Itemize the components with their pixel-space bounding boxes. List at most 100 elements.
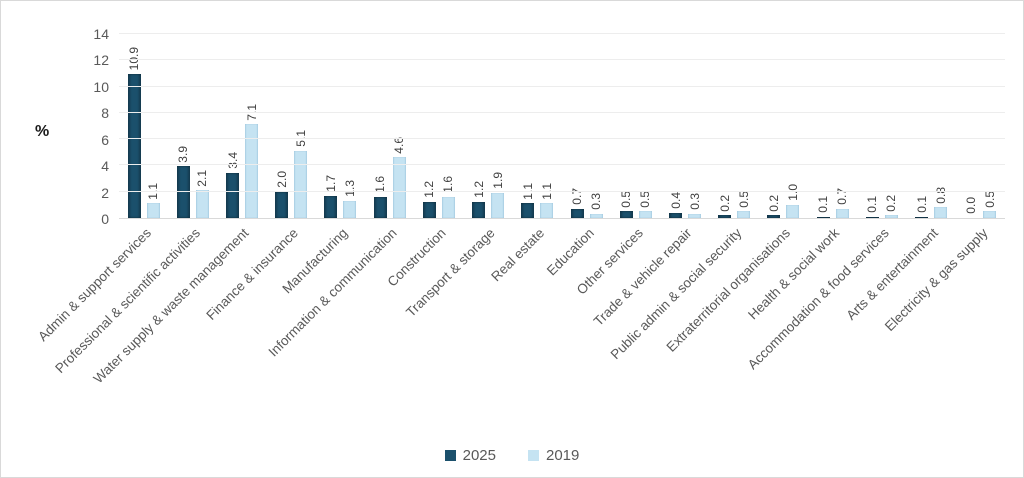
bar-pair: 0.0 0.5	[956, 34, 1005, 218]
category-column: 10.91.1Admin & support services	[35, 34, 168, 345]
y-tick-label: 10	[93, 78, 109, 95]
bar-pair: 1.7 1.3	[316, 34, 365, 218]
bar-pair: 1.1 1.1	[513, 34, 562, 218]
bar-2025	[816, 216, 830, 218]
gridline	[119, 190, 1005, 192]
bar-group-2019: 1.1	[540, 183, 554, 218]
bar-group-2019: 0.3	[589, 193, 603, 218]
category-label: Electricity & gas supply	[881, 225, 991, 335]
bar-group-2025: 0.0	[963, 197, 978, 218]
category-label: Education	[543, 225, 597, 279]
bar-group-2019: 1.3	[342, 180, 357, 218]
bar-2019	[786, 204, 800, 218]
bar-pair: 0.7 0.3	[562, 34, 611, 218]
bar-group-2019: 0.2	[884, 194, 899, 218]
category-column: 0.4 0.3 Trade & vehicle repair	[591, 34, 709, 329]
bar-value-label: 0.2	[766, 194, 781, 212]
bar-2025	[275, 191, 289, 218]
category-column: 3.47.1Water supply & waste management	[91, 34, 266, 387]
bar-value-label: 10.9	[127, 46, 142, 70]
legend: 2025 2019	[1, 447, 1023, 464]
y-tick-label: 4	[101, 158, 109, 175]
bar-group-2025: 0.5	[619, 190, 634, 218]
bar-pair: 1.2 1.9	[464, 34, 513, 218]
plot-area: 10.91.1Admin & support services3.92.1Pro…	[35, 33, 1005, 387]
bar-2019	[540, 203, 554, 218]
category-column: 1.7 1.3 Manufacturing	[279, 34, 365, 297]
bar-value-label: 0.5	[982, 190, 997, 208]
y-tick-label: 6	[101, 131, 109, 148]
legend-item-2019: 2019	[528, 447, 579, 464]
category-column: 1.1 1.1 Real estate	[488, 34, 562, 284]
bar-2019	[983, 211, 997, 218]
category-label: Health & social work	[745, 225, 843, 323]
legend-item-2025: 2025	[444, 447, 496, 464]
bar-value-label: 0.4	[668, 192, 683, 209]
bar-group-2019: 7.1	[245, 104, 259, 218]
category-column: 0.0 0.5 Electricity & gas supply	[881, 34, 1005, 334]
bar-2025	[865, 216, 879, 218]
bar-group-2019: 0.5	[982, 190, 997, 218]
bar-group-2025: 0.1	[816, 196, 830, 218]
category-column: 0.2 1.0 Extraterritorial organisations	[664, 34, 808, 355]
bar-2025	[669, 212, 683, 218]
y-tick-label: 0	[101, 211, 109, 227]
bar-group-2019: 5.1	[294, 130, 308, 218]
bar-group-2025: 0.2	[717, 194, 732, 218]
legend-label-2019: 2019	[546, 447, 580, 464]
bar-pair: 0.1 0.2	[857, 34, 906, 218]
bar-group-2025: 0.1	[915, 196, 929, 218]
category-column: 0.7 0.3 Education	[543, 34, 611, 278]
y-tick-label: 14	[93, 26, 109, 42]
bar-value-label: 1.7	[323, 174, 338, 192]
bar-pair: 0.5 0.5	[611, 34, 660, 218]
gridline	[119, 111, 1005, 113]
bar-value-label: 3.4	[225, 152, 240, 170]
bar-group-2025: 1.7	[323, 174, 338, 218]
bar-group-2019: 1.9	[491, 172, 505, 218]
bar-2019	[146, 203, 160, 218]
category-label: Trade & vehicle repair	[591, 225, 695, 329]
gridline	[119, 59, 1005, 61]
bar-2025	[915, 216, 929, 218]
bar-group-2025: 1.6	[373, 176, 387, 218]
bar-2019	[835, 208, 849, 218]
bar-2019	[441, 196, 455, 218]
bar-pair: 3.9 2.1	[168, 34, 217, 218]
bar-group-2025: 10.9	[127, 46, 142, 218]
bar-value-label: 0.0	[963, 197, 978, 214]
bar-pair: 0.2 0.5	[710, 34, 759, 218]
category-column: 0.5 0.5 Other services	[574, 34, 660, 298]
bar-group-2025: 1.2	[422, 181, 436, 218]
bar-group-2025: 2.0	[275, 171, 289, 218]
bar-group-2019: 0.8	[934, 187, 948, 218]
bar-pair: 2.0 5.1	[267, 34, 316, 218]
bar-value-label: 0.5	[619, 190, 634, 208]
bar-2025	[176, 166, 190, 218]
bar-value-label: 1.0	[785, 184, 800, 201]
bar-group-2019: 1.1	[146, 183, 160, 218]
bar-2019	[688, 214, 702, 218]
bar-2025	[324, 195, 338, 218]
bar-value-label: 0.2	[884, 194, 899, 212]
bar-value-label: 0.2	[717, 194, 732, 212]
bar-group-2019: 4.6	[392, 137, 406, 218]
bar-2019	[245, 124, 259, 218]
bar-value-label: 1.3	[342, 180, 357, 197]
bar-2025	[718, 215, 732, 218]
bar-2025	[472, 202, 486, 218]
bar-group-2019: 1.0	[785, 184, 800, 218]
bar-group-2025: 1.1	[521, 183, 535, 218]
bar-group-2025: 0.2	[766, 194, 781, 218]
legend-label-2025: 2025	[462, 447, 496, 464]
bar-2025	[226, 173, 240, 218]
y-axis-unit-label: %	[35, 123, 50, 140]
category-column: 0.1 0.8 Arts & entertainment	[843, 34, 956, 323]
bar-2025	[127, 73, 141, 218]
bar-2019	[934, 207, 948, 218]
bar-2019	[343, 200, 357, 218]
bar-2019	[884, 215, 898, 218]
bar-pair: 0.2 1.0	[759, 34, 808, 218]
